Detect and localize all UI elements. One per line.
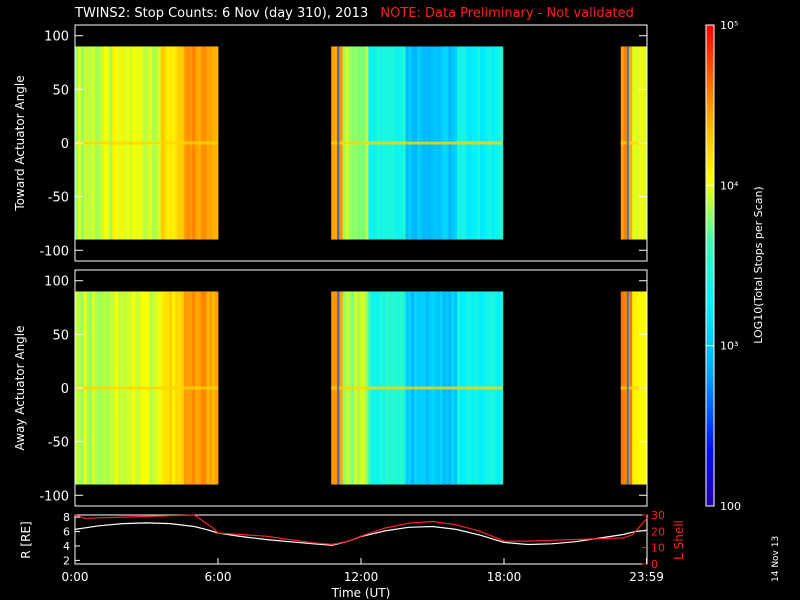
- heatmap-toward: [75, 46, 648, 240]
- colorbar-tick-label: 10⁵: [720, 19, 738, 32]
- zero-angle-stripe: [75, 141, 218, 145]
- colorbar-label: LOG10(Total Stops per Scan): [752, 186, 765, 343]
- ytick-label: 6: [63, 526, 70, 539]
- preliminary-note: NOTE: Data Preliminary - Not validated: [380, 6, 634, 21]
- title-text: TWINS2: Stop Counts: 6 Nov (day 310), 20…: [75, 6, 369, 21]
- segment-edge: [626, 46, 629, 240]
- zero-angle-stripe: [75, 386, 218, 390]
- xtick-label: 6:00: [205, 570, 232, 584]
- date-stamp: 14 Nov 13: [771, 535, 781, 582]
- segment-edge: [626, 291, 629, 485]
- yticks-orbit: 246 8: [63, 511, 80, 567]
- ylabel-toward: Toward Actuator Angle: [13, 75, 27, 211]
- ytick-label: -50: [48, 191, 69, 206]
- yticks-away: 100 50 0 -50 -100: [39, 275, 647, 504]
- ytick-label: 50: [52, 328, 69, 343]
- ytick-label: 8: [63, 511, 70, 524]
- ylabel-away: Away Actuator Angle: [13, 325, 27, 450]
- panel-orbit: 246 8 0 10 20 30 0:00 6:00 12:00 18:00 23:59 R […: [19, 509, 686, 600]
- chart-title: TWINS2: Stop Counts: 6 Nov (day 310), 20…: [75, 6, 634, 21]
- xtick-label: 0:00: [62, 570, 89, 584]
- ylabel-radius: R [RE]: [19, 521, 33, 558]
- zero-angle-stripe: [331, 141, 503, 145]
- colorbar-tick-label: 10⁴: [720, 179, 739, 192]
- ylabel-lshell: L Shell: [672, 520, 686, 560]
- heatmap-away: [75, 291, 648, 485]
- yticks-toward: 100 50 0 -50 -100: [39, 30, 647, 259]
- panel-away: 100 50 0 -50 -100 Away Actuator Angle: [13, 269, 648, 507]
- segment-edge: [337, 291, 340, 485]
- segment-edge: [337, 46, 340, 240]
- ytick-label: -100: [39, 489, 69, 504]
- colorbar-tick-label: 10³: [720, 340, 738, 353]
- xtick-label: 12:00: [344, 570, 379, 584]
- xtick-label: 23:59: [629, 570, 664, 584]
- colorbar-tick-label: 100: [720, 500, 741, 513]
- ytick-label: 100: [44, 30, 69, 45]
- y2ticks-orbit: 0 10 20 30: [642, 509, 665, 571]
- xlabel-time: Time (UT): [331, 586, 391, 600]
- colorbar-scale: [705, 24, 715, 507]
- zero-angle-stripe: [620, 141, 647, 145]
- ytick-label: 2: [63, 554, 70, 567]
- colorbar: 100 10³ 10⁴ 10⁵ LOG10(Total Stops per Scan): [705, 19, 765, 513]
- radius-line: [74, 522, 648, 546]
- y2tick-label: 30: [651, 509, 665, 522]
- colorbar-ticks: 100 10³ 10⁴ 10⁵: [706, 19, 741, 513]
- orbit-lines: [74, 514, 648, 546]
- y2tick-label: 0: [651, 558, 658, 571]
- lshell-line: [74, 514, 648, 546]
- ytick-label: -50: [48, 436, 69, 451]
- y2tick-label: 20: [651, 525, 665, 538]
- ytick-label: 0: [61, 137, 69, 152]
- panel-toward: 100 50 0 -50 -100 Toward Actuator Angle: [13, 24, 648, 262]
- ytick-label: 4: [63, 540, 70, 553]
- zero-angle-stripe: [331, 386, 503, 390]
- ytick-label: 0: [61, 382, 69, 397]
- zero-angle-stripe: [620, 386, 647, 390]
- ytick-label: 50: [52, 83, 69, 98]
- y2tick-label: 10: [651, 542, 665, 555]
- xticks-orbit: 0:00 6:00 12:00 18:00 23:59: [62, 558, 664, 584]
- xtick-label: 18:00: [487, 570, 522, 584]
- ytick-label: -100: [39, 244, 69, 259]
- ytick-label: 100: [44, 275, 69, 290]
